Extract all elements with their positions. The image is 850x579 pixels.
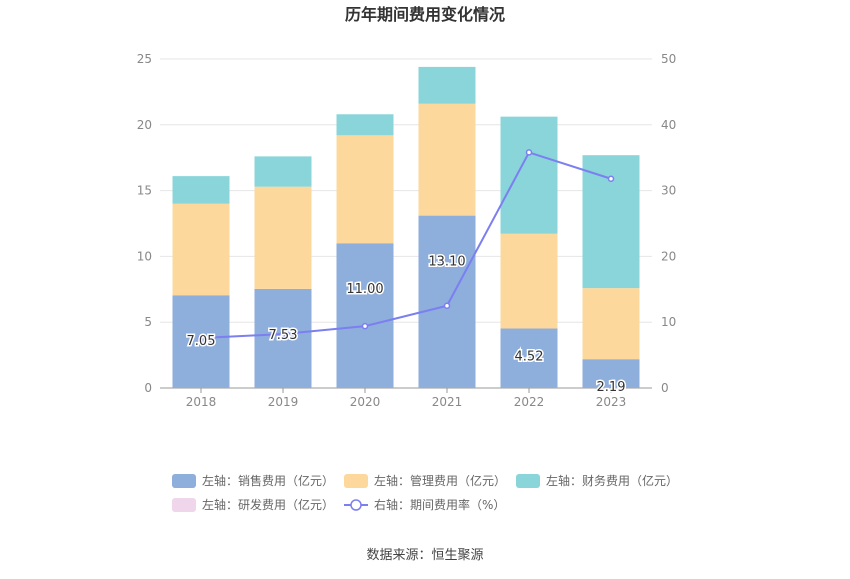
rate-line — [197, 149, 615, 342]
y-left-tick-label: 5 — [144, 315, 152, 329]
legend-swatch — [172, 498, 196, 512]
bar-series-1 — [500, 328, 558, 388]
bar-series-1 — [418, 215, 476, 388]
legend-label: 左轴：销售费用（亿元） — [202, 473, 334, 488]
bar-series-3 — [418, 66, 476, 104]
y-right-tick-label: 40 — [661, 118, 676, 132]
y-right-tick-label: 50 — [661, 52, 676, 66]
y-right-tick-label: 0 — [661, 381, 669, 395]
axes: 0 5 10 15 20 25 0 10 20 30 40 50 2018 2019 2020 2021 202… — [137, 52, 677, 409]
source-note: 数据来源：恒生聚源 — [366, 548, 483, 563]
y-left-tick-label: 20 — [137, 118, 152, 132]
legend-swatch — [516, 474, 540, 488]
bar-series-2 — [582, 288, 640, 360]
bar-series-2 — [418, 103, 476, 216]
bar-series-1 — [254, 288, 312, 388]
y-left-tick-label: 15 — [137, 184, 152, 198]
grid-lines — [160, 58, 652, 323]
y-right-tick-label: 20 — [661, 249, 676, 263]
data-label-sales: 4.52 — [515, 350, 544, 365]
bar-series-1 — [172, 295, 230, 388]
data-label-sales: 13.10 — [428, 255, 465, 270]
bar-series-2 — [172, 203, 230, 296]
bar-series-1 — [336, 243, 394, 388]
legend-label: 左轴：管理费用（亿元） — [374, 473, 506, 488]
legend-swatch — [172, 474, 196, 488]
y-left-tick-label: 0 — [144, 381, 152, 395]
x-tick-label: 2018 — [186, 395, 217, 409]
rate-line-point — [197, 334, 205, 342]
data-label-sales: 2.19 — [597, 380, 626, 395]
bar-series-2 — [500, 233, 558, 329]
bar-series-2 — [254, 186, 312, 289]
data-label-sales: 7.53 — [269, 328, 298, 343]
bar-series-3 — [500, 116, 558, 234]
bars — [172, 66, 640, 388]
data-label-sales: 7.05 — [187, 334, 216, 349]
rate-line-point — [607, 175, 615, 183]
y-left-tick-label: 10 — [137, 249, 152, 263]
x-tick-label: 2023 — [596, 395, 627, 409]
data-labels: 7.05 7.53 11.00 13.10 4.52 2.19 — [185, 253, 627, 397]
x-tick-label: 2022 — [514, 395, 545, 409]
y-right-tick-label: 30 — [661, 184, 676, 198]
rate-line-point — [443, 302, 451, 309]
data-label-sales: 11.00 — [346, 282, 383, 297]
rate-line-path — [200, 151, 612, 339]
bar-series-3 — [582, 155, 640, 289]
legend-marker — [350, 499, 362, 511]
x-tick-label: 2021 — [432, 395, 463, 409]
legend-label: 左轴：研发费用（亿元） — [202, 497, 334, 512]
x-tick-label: 2019 — [268, 395, 299, 409]
y-left-tick-label: 25 — [137, 52, 152, 66]
legend: 左轴：销售费用（亿元） 左轴：管理费用（亿元） 左轴：财务费用（亿元） 左轴：研发费用… — [172, 473, 678, 512]
legend-swatch — [344, 474, 368, 488]
legend-label: 左轴：财务费用（亿元） — [546, 473, 678, 488]
bar-series-3 — [336, 114, 394, 136]
chart-title: 历年期间费用变化情况 — [345, 5, 505, 24]
rate-line-point — [279, 330, 287, 338]
bar-series-3 — [254, 156, 312, 187]
bar-series-1 — [582, 359, 640, 388]
legend-label: 右轴：期间费用率（%） — [374, 497, 505, 512]
bar-series-3 — [172, 176, 230, 204]
bar-series-2 — [336, 135, 394, 244]
x-tick-label: 2020 — [350, 395, 381, 409]
y-right-tick-label: 10 — [661, 315, 676, 329]
rate-line-point — [361, 322, 369, 330]
rate-line-point — [525, 149, 533, 156]
